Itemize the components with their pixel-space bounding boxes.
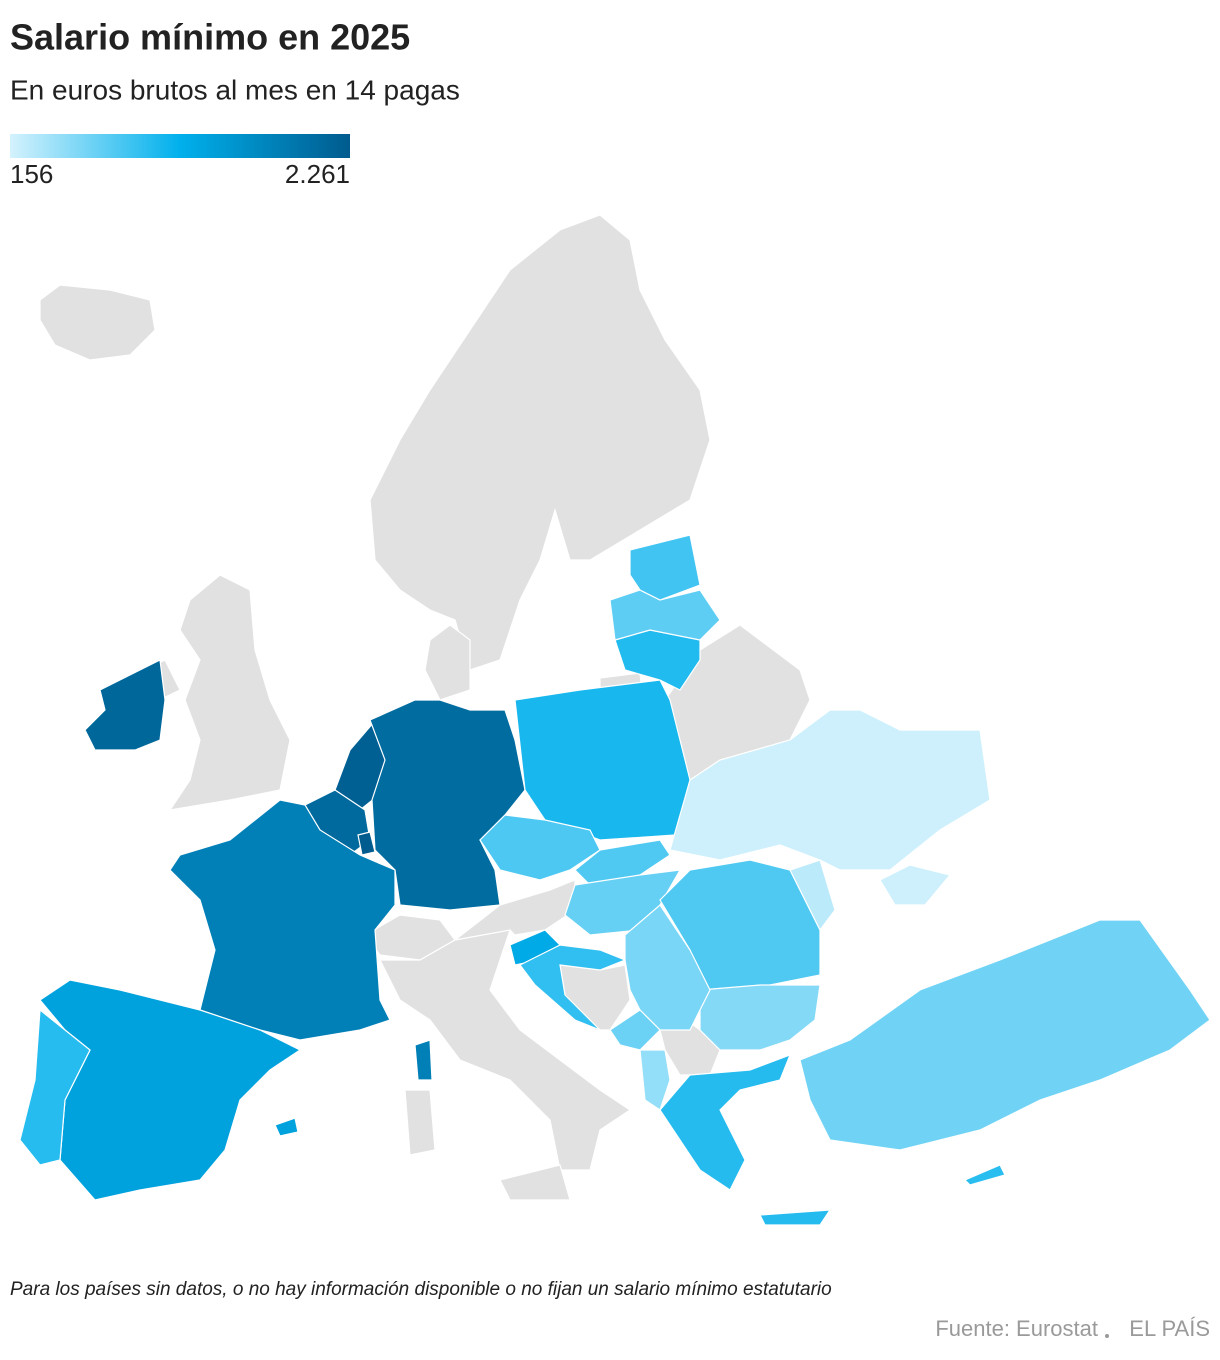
color-legend xyxy=(10,134,350,158)
country xyxy=(609,1009,661,1051)
country xyxy=(699,984,821,1051)
country xyxy=(629,534,701,601)
title: Salario mínimo en 2025 xyxy=(10,17,410,58)
no-data-region xyxy=(424,624,471,701)
country xyxy=(879,864,952,906)
note: Para los países sin datos, o no hay info… xyxy=(10,1279,832,1300)
country xyxy=(963,1164,1006,1186)
country xyxy=(514,679,691,841)
country xyxy=(169,799,396,1041)
no-data-countries xyxy=(39,214,811,1201)
legend-tick-label: 156 xyxy=(10,159,53,189)
no-data-region xyxy=(39,284,156,361)
source: Fuente: Eurostat xyxy=(935,1316,1098,1341)
country xyxy=(639,1049,671,1111)
country xyxy=(669,709,991,871)
no-data-region xyxy=(499,1164,571,1201)
country xyxy=(19,1008,91,1166)
separator-dot xyxy=(1105,1334,1109,1338)
no-data-region xyxy=(369,214,711,671)
country xyxy=(799,919,1211,1151)
country xyxy=(274,1117,299,1137)
country xyxy=(519,944,627,1031)
country xyxy=(414,1039,433,1081)
legend-tick-label: 2.261 xyxy=(285,159,350,189)
country xyxy=(659,1053,792,1191)
no-data-region xyxy=(168,574,291,811)
subtitle: En euros brutos al mes en 14 pagas xyxy=(10,74,460,105)
brand: EL PAÍS xyxy=(1129,1316,1210,1341)
country xyxy=(357,831,376,856)
no-data-region xyxy=(404,1089,436,1156)
country xyxy=(759,1209,832,1226)
country xyxy=(789,859,836,932)
country xyxy=(84,659,166,751)
no-data-region xyxy=(559,964,631,1031)
country xyxy=(369,699,526,911)
country xyxy=(624,904,711,1031)
countries-with-data xyxy=(19,534,1211,1226)
